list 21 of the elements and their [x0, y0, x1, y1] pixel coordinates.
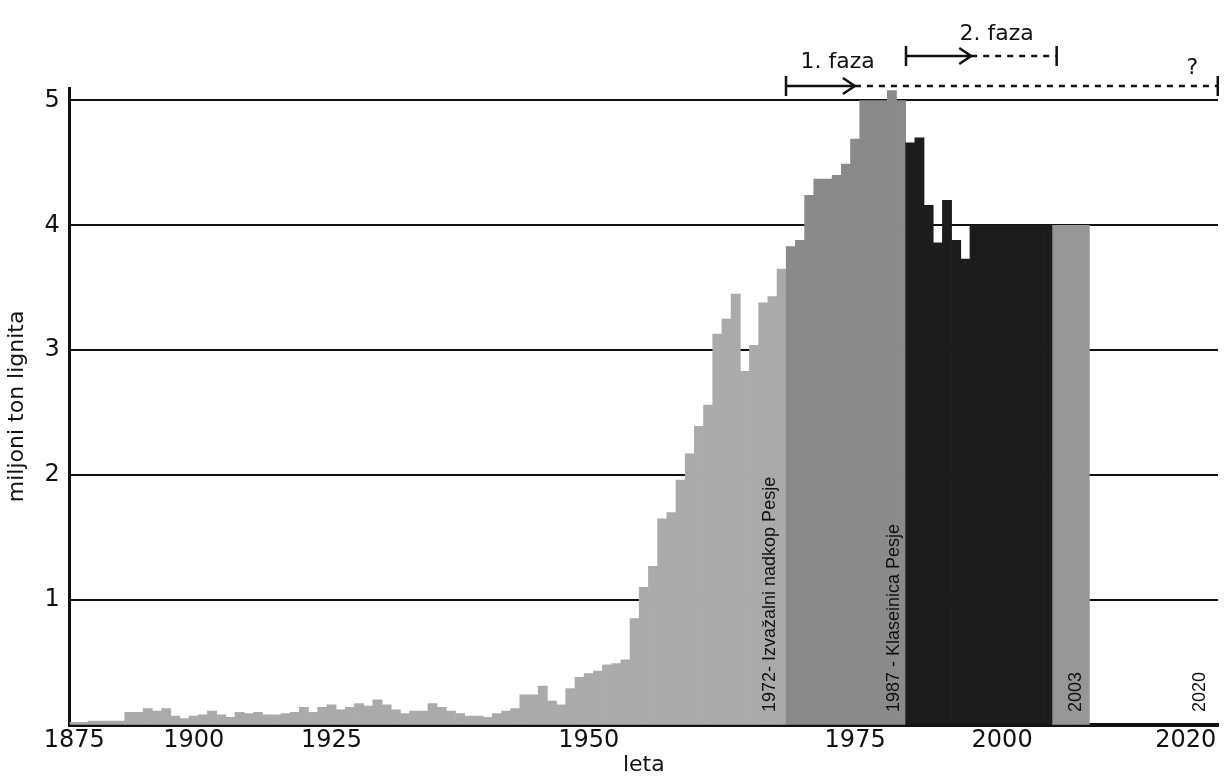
y-tick-label: 1: [44, 584, 60, 613]
x-tick-label: 1975: [824, 725, 886, 754]
x-tick-label: 1900: [163, 725, 225, 754]
annotation: 2003: [1065, 671, 1086, 712]
y-tick-label: 3: [44, 334, 60, 363]
x-axis-title: leta: [622, 750, 665, 776]
x-tick-label: 1950: [558, 725, 620, 754]
annotation: 2020: [1188, 671, 1209, 712]
y-tick-label: 2: [44, 459, 60, 488]
text: 1. faza: [800, 48, 875, 73]
y-tick-label: 5: [44, 84, 60, 113]
x-tick-label: 1875: [43, 725, 105, 754]
x-tick-label: 2000: [971, 725, 1033, 754]
y-axis-title: miljoni ton lignita: [2, 310, 28, 503]
annotation: 1972- Izvažalni nadkop Pesje: [758, 476, 779, 712]
text: 2. faza: [959, 20, 1034, 45]
x-tick-label: 2020: [1155, 725, 1217, 754]
x-tick-label: 1925: [300, 725, 363, 754]
text: ?: [1186, 54, 1199, 79]
y-tick-label: 4: [44, 209, 60, 238]
annotation: 1987 - Klaseinica Pesje: [882, 523, 903, 712]
